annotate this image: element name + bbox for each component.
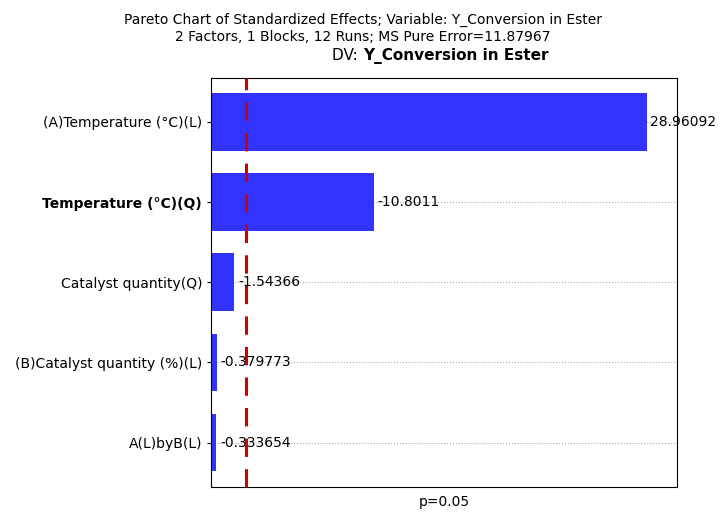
Text: Y_Conversion in Ester: Y_Conversion in Ester [363,48,549,64]
Text: DV:: DV: [333,48,363,63]
Text: -1.54366: -1.54366 [238,275,301,289]
Text: 28.96092: 28.96092 [650,115,717,129]
Text: 2 Factors, 1 Blocks, 12 Runs; MS Pure Error=11.87967: 2 Factors, 1 Blocks, 12 Runs; MS Pure Er… [175,30,551,45]
X-axis label: p=0.05: p=0.05 [419,495,470,509]
Text: Pareto Chart of Standardized Effects; Variable: Y_Conversion in Ester: Pareto Chart of Standardized Effects; Va… [124,13,602,27]
Text: -0.379773: -0.379773 [221,355,291,369]
Bar [211,93,647,151]
Text: -10.8011: -10.8011 [378,195,440,209]
Bar [211,173,374,231]
Text: -0.333654: -0.333654 [220,435,290,450]
Bar [211,334,217,391]
Bar [211,414,216,472]
Bar [211,254,234,311]
